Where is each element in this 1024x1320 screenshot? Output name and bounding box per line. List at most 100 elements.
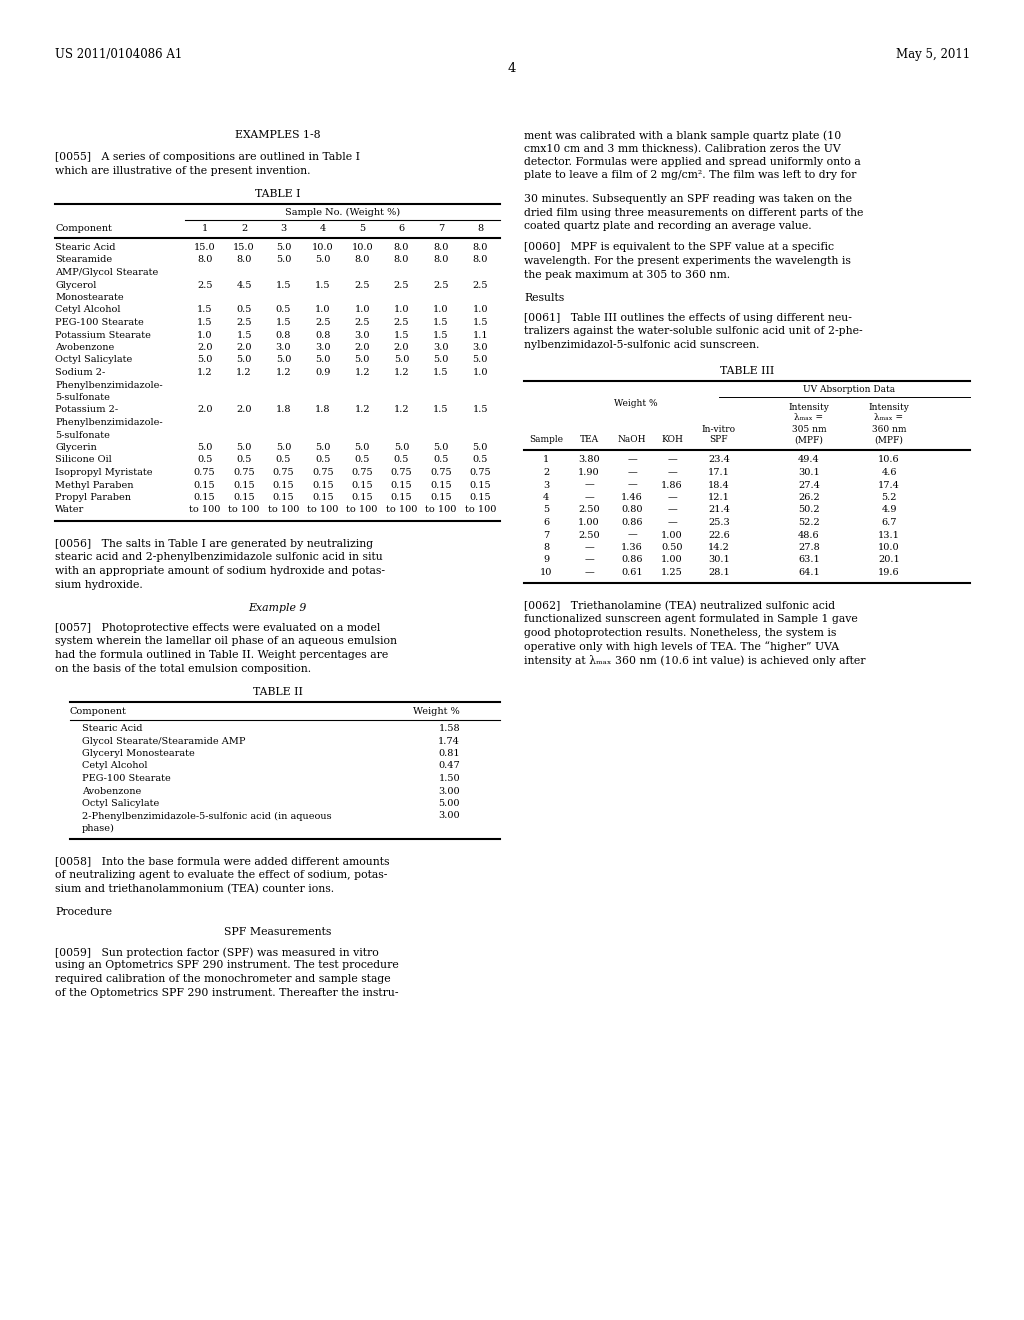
Text: 1.5: 1.5 bbox=[197, 305, 212, 314]
Text: 0.5: 0.5 bbox=[315, 455, 331, 465]
Text: 0.75: 0.75 bbox=[351, 469, 373, 477]
Text: 27.8: 27.8 bbox=[798, 543, 820, 552]
Text: 2.5: 2.5 bbox=[394, 281, 410, 289]
Text: UV Absorption Data: UV Absorption Data bbox=[804, 384, 896, 393]
Text: 8: 8 bbox=[477, 224, 483, 234]
Text: 1.0: 1.0 bbox=[197, 330, 212, 339]
Text: 4: 4 bbox=[508, 62, 516, 75]
Text: 0.5: 0.5 bbox=[237, 455, 252, 465]
Text: 0.5: 0.5 bbox=[237, 305, 252, 314]
Text: US 2011/0104086 A1: US 2011/0104086 A1 bbox=[55, 48, 182, 61]
Text: 8.0: 8.0 bbox=[433, 256, 449, 264]
Text: Silicone Oil: Silicone Oil bbox=[55, 455, 112, 465]
Text: 1.0: 1.0 bbox=[472, 305, 488, 314]
Text: 5.0: 5.0 bbox=[315, 444, 331, 451]
Text: 14.2: 14.2 bbox=[708, 543, 730, 552]
Text: 1.2: 1.2 bbox=[237, 368, 252, 378]
Text: Phenylbenzimidazole-: Phenylbenzimidazole- bbox=[55, 380, 163, 389]
Text: Cetyl Alcohol: Cetyl Alcohol bbox=[82, 762, 147, 771]
Text: Avobenzone: Avobenzone bbox=[82, 787, 141, 796]
Text: 30 minutes. Subsequently an SPF reading was taken on the: 30 minutes. Subsequently an SPF reading … bbox=[524, 194, 852, 205]
Text: 0.5: 0.5 bbox=[275, 305, 291, 314]
Text: 1.5: 1.5 bbox=[433, 368, 449, 378]
Text: 0.8: 0.8 bbox=[315, 330, 331, 339]
Text: phase): phase) bbox=[82, 824, 115, 833]
Text: 30.1: 30.1 bbox=[709, 556, 730, 565]
Text: Water: Water bbox=[55, 506, 84, 515]
Text: 6: 6 bbox=[543, 517, 549, 527]
Text: 22.6: 22.6 bbox=[709, 531, 730, 540]
Text: 0.15: 0.15 bbox=[469, 480, 492, 490]
Text: PEG-100 Stearate: PEG-100 Stearate bbox=[55, 318, 143, 327]
Text: intensity at λₘₐₓ 360 nm (10.6 int value) is achieved only after: intensity at λₘₐₓ 360 nm (10.6 int value… bbox=[524, 655, 865, 665]
Text: 3.0: 3.0 bbox=[275, 343, 291, 352]
Text: 1.5: 1.5 bbox=[275, 318, 291, 327]
Text: 52.2: 52.2 bbox=[798, 517, 820, 527]
Text: 0.75: 0.75 bbox=[272, 469, 294, 477]
Text: 0.15: 0.15 bbox=[469, 492, 492, 502]
Text: 2: 2 bbox=[241, 224, 247, 234]
Text: [0055]   A series of compositions are outlined in Table I: [0055] A series of compositions are outl… bbox=[55, 152, 360, 162]
Text: 5.0: 5.0 bbox=[237, 444, 252, 451]
Text: 8.0: 8.0 bbox=[433, 243, 449, 252]
Text: 1.5: 1.5 bbox=[197, 318, 212, 327]
Text: 0.15: 0.15 bbox=[312, 480, 334, 490]
Text: 28.1: 28.1 bbox=[709, 568, 730, 577]
Text: —: — bbox=[584, 480, 594, 490]
Text: 23.4: 23.4 bbox=[708, 455, 730, 465]
Text: 0.86: 0.86 bbox=[622, 556, 643, 565]
Text: 1.5: 1.5 bbox=[433, 318, 449, 327]
Text: 8.0: 8.0 bbox=[473, 256, 488, 264]
Text: 2.0: 2.0 bbox=[197, 343, 212, 352]
Text: 5.0: 5.0 bbox=[394, 355, 410, 364]
Text: 360 nm: 360 nm bbox=[871, 425, 906, 433]
Text: 1.58: 1.58 bbox=[438, 723, 460, 733]
Text: to 100: to 100 bbox=[267, 506, 299, 515]
Text: tralizers against the water-soluble sulfonic acid unit of 2-phe-: tralizers against the water-soluble sulf… bbox=[524, 326, 862, 337]
Text: 5.0: 5.0 bbox=[275, 355, 291, 364]
Text: 17.4: 17.4 bbox=[878, 480, 900, 490]
Text: Intensity: Intensity bbox=[868, 403, 909, 412]
Text: 0.75: 0.75 bbox=[194, 469, 215, 477]
Text: —: — bbox=[667, 455, 677, 465]
Text: 1.00: 1.00 bbox=[662, 531, 683, 540]
Text: the peak maximum at 305 to 360 nm.: the peak maximum at 305 to 360 nm. bbox=[524, 269, 730, 280]
Text: (MPF): (MPF) bbox=[795, 436, 823, 445]
Text: 1.5: 1.5 bbox=[472, 405, 488, 414]
Text: 5.0: 5.0 bbox=[197, 444, 212, 451]
Text: —: — bbox=[627, 480, 637, 490]
Text: 0.75: 0.75 bbox=[391, 469, 413, 477]
Text: 2.5: 2.5 bbox=[315, 318, 331, 327]
Text: functionalized sunscreen agent formulated in Sample 1 gave: functionalized sunscreen agent formulate… bbox=[524, 614, 858, 624]
Text: 2.5: 2.5 bbox=[197, 281, 212, 289]
Text: to 100: to 100 bbox=[346, 506, 378, 515]
Text: Phenylbenzimidazole-: Phenylbenzimidazole- bbox=[55, 418, 163, 426]
Text: Component: Component bbox=[70, 708, 127, 715]
Text: 5.0: 5.0 bbox=[433, 355, 449, 364]
Text: 48.6: 48.6 bbox=[798, 531, 820, 540]
Text: Sample: Sample bbox=[529, 436, 563, 445]
Text: 3.0: 3.0 bbox=[433, 343, 449, 352]
Text: [0061]   Table III outlines the effects of using different neu-: [0061] Table III outlines the effects of… bbox=[524, 313, 852, 323]
Text: 0.15: 0.15 bbox=[351, 480, 373, 490]
Text: 1.2: 1.2 bbox=[354, 368, 370, 378]
Text: 305 nm: 305 nm bbox=[792, 425, 826, 433]
Text: 5.0: 5.0 bbox=[394, 444, 410, 451]
Text: 1.5: 1.5 bbox=[237, 330, 252, 339]
Text: SPF: SPF bbox=[710, 436, 728, 445]
Text: Methyl Paraben: Methyl Paraben bbox=[55, 480, 133, 490]
Text: 21.4: 21.4 bbox=[708, 506, 730, 515]
Text: 0.15: 0.15 bbox=[312, 492, 334, 502]
Text: 49.4: 49.4 bbox=[798, 455, 820, 465]
Text: KOH: KOH bbox=[662, 436, 683, 445]
Text: —: — bbox=[667, 492, 677, 502]
Text: 0.15: 0.15 bbox=[272, 480, 294, 490]
Text: sium and triethanolammonium (TEA) counter ions.: sium and triethanolammonium (TEA) counte… bbox=[55, 883, 334, 894]
Text: Potassium 2-: Potassium 2- bbox=[55, 405, 118, 414]
Text: which are illustrative of the present invention.: which are illustrative of the present in… bbox=[55, 165, 310, 176]
Text: 4.5: 4.5 bbox=[237, 281, 252, 289]
Text: —: — bbox=[584, 543, 594, 552]
Text: —: — bbox=[627, 531, 637, 540]
Text: 1.5: 1.5 bbox=[433, 405, 449, 414]
Text: 0.8: 0.8 bbox=[275, 330, 291, 339]
